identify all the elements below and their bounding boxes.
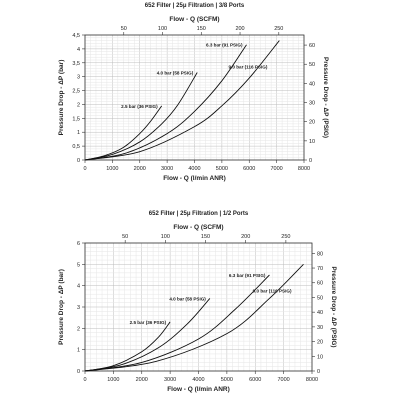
y-tick-label: 1 <box>77 130 80 136</box>
x2-tick-label: 150 <box>201 234 210 240</box>
series-label: 4.0 bar (58 PSIG) <box>157 71 194 76</box>
y2-tick-label: 10 <box>309 139 315 145</box>
x-tick-label: 7000 <box>271 166 283 172</box>
x2-tick-label: 50 <box>122 234 128 240</box>
y-tick-label: 3,5 <box>72 61 80 67</box>
y2-axis-label: Pressure Drop - ΔP (PSIG) <box>322 57 329 138</box>
y-tick-label: 5 <box>77 262 80 268</box>
y2-tick-label: 80 <box>317 251 323 257</box>
y2-tick-label: 0 <box>317 369 320 375</box>
y-tick-label: 1 <box>77 348 80 354</box>
y-tick-label: 0 <box>77 158 80 164</box>
series-label: 2.5 bar (36 PSIG) <box>130 320 167 325</box>
y-tick-label: 3 <box>77 305 80 311</box>
x-tick-label: 3000 <box>164 377 176 383</box>
x-tick-label: 4000 <box>192 377 204 383</box>
x-tick-label: 5000 <box>216 166 228 172</box>
chart-title: 652 Filter | 25μ Filtration | 3/8 Ports <box>145 3 245 9</box>
y-tick-label: 6 <box>77 241 80 247</box>
x-tick-label: 5000 <box>221 377 233 383</box>
y2-tick-label: 60 <box>317 281 323 287</box>
series-line <box>84 44 247 161</box>
y2-tick-label: 50 <box>309 62 315 68</box>
series-line <box>84 105 163 161</box>
y-tick-label: 4,5 <box>72 33 80 39</box>
y2-tick-label: 20 <box>317 340 323 346</box>
x-axis-label: Flow - Q (l/min ANR) <box>167 386 230 393</box>
chart-1: 652 Filter | 25μ Filtration | 3/8 Ports 0… <box>58 3 329 182</box>
x2-tick-label: 50 <box>121 26 127 32</box>
series-line <box>84 40 280 161</box>
y2-tick-label: 10 <box>317 354 323 360</box>
chart-2: 652 Filter | 25μ Filtration | 1/2 Ports 0… <box>58 211 337 393</box>
x2-axis-label: Flow - Q (SCFM) <box>173 224 223 231</box>
x-tick-label: 1000 <box>106 166 118 172</box>
y2-tick-label: 30 <box>317 325 323 331</box>
y-tick-label: 3 <box>77 75 80 81</box>
x-tick-label: 3000 <box>161 166 173 172</box>
y-tick-label: 0,5 <box>72 144 80 150</box>
y2-tick-label: 40 <box>309 81 315 87</box>
x2-tick-label: 100 <box>161 234 170 240</box>
x2-tick-label: 200 <box>241 234 250 240</box>
series-line <box>84 264 304 372</box>
series-line <box>84 274 270 372</box>
x-tick-label: 4000 <box>188 166 200 172</box>
chart-title: 652 Filter | 25μ Filtration | 1/2 Ports <box>149 211 249 217</box>
x2-tick-label: 250 <box>274 26 283 32</box>
y2-tick-label: 60 <box>309 43 315 49</box>
series-line <box>84 321 171 372</box>
y-tick-label: 2 <box>77 326 80 332</box>
y2-tick-label: 20 <box>309 120 315 126</box>
y-tick-label: 2 <box>77 102 80 108</box>
x2-tick-label: 150 <box>197 26 206 32</box>
series-label: 9.0 bar (116 PSIG) <box>253 288 292 293</box>
x-tick-label: 6000 <box>243 166 255 172</box>
series-label: 4.0 bar (58 PSIG) <box>169 296 206 301</box>
y2-tick-label: 30 <box>309 101 315 107</box>
y-tick-label: 4 <box>77 284 80 290</box>
x-tick-label: 2000 <box>134 166 146 172</box>
series-label: 2.5 bar (36 PSIG) <box>121 104 158 109</box>
series-label: 9.0 bar (116 PSIG) <box>229 65 268 70</box>
series-line <box>84 298 211 372</box>
x-tick-label: 6000 <box>249 377 261 383</box>
x-tick-label: 8000 <box>306 377 318 383</box>
x2-tick-label: 200 <box>235 26 244 32</box>
y2-tick-label: 0 <box>309 158 312 164</box>
x2-tick-label: 250 <box>281 234 290 240</box>
x2-axis-label: Flow - Q (SCFM) <box>169 16 219 23</box>
series-label: 6.3 bar (91 PSIG) <box>206 43 243 48</box>
y2-axis-label: Pressure Drop - ΔP (PSIG) <box>330 266 337 347</box>
y-tick-label: 1,5 <box>72 116 80 122</box>
x-tick-label: 8000 <box>298 166 310 172</box>
series-label: 6.3 bar (91 PSIG) <box>229 273 266 278</box>
y2-tick-label: 50 <box>317 295 323 301</box>
y2-tick-label: 70 <box>317 266 323 272</box>
y-axis-label: Pressure Drop - ΔP (bar) <box>58 269 65 345</box>
x-tick-label: 7000 <box>278 377 290 383</box>
series-line <box>84 72 198 161</box>
x2-tick-label: 100 <box>158 26 167 32</box>
y-tick-label: 4 <box>77 47 80 53</box>
x-tick-label: 2000 <box>136 377 148 383</box>
x-tick-label: 0 <box>83 166 86 172</box>
y-tick-label: 2,5 <box>72 89 80 95</box>
y2-tick-label: 40 <box>317 310 323 316</box>
x-tick-label: 1000 <box>107 377 119 383</box>
x-axis-label: Flow - Q (l/min ANR) <box>163 175 226 182</box>
y-axis-label: Pressure Drop - ΔP (bar) <box>58 60 65 136</box>
x-tick-label: 0 <box>83 377 86 383</box>
y-tick-label: 0 <box>77 369 80 375</box>
